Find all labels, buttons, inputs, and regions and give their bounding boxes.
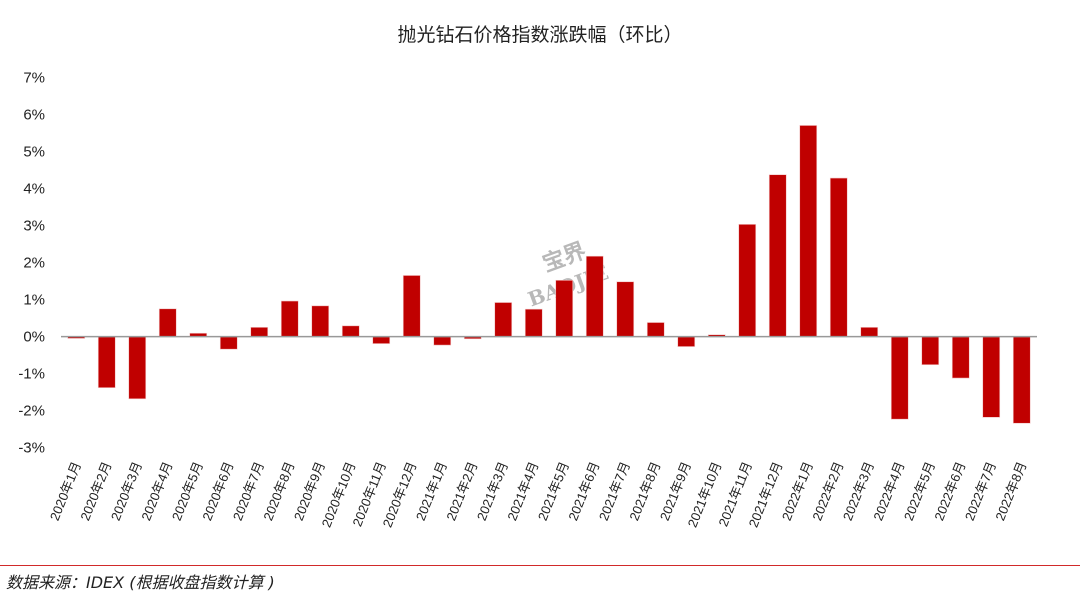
y-tick-label: -1% bbox=[18, 366, 45, 383]
y-tick-label: 7% bbox=[23, 69, 45, 86]
bar bbox=[341, 325, 360, 337]
bar bbox=[280, 300, 299, 337]
bar bbox=[585, 255, 604, 337]
chart-title: 抛光钻石价格指数涨跌幅（环比） bbox=[397, 24, 683, 46]
bar bbox=[250, 327, 269, 337]
y-tick-label: 3% bbox=[23, 217, 45, 234]
bar bbox=[768, 174, 787, 337]
source-divider bbox=[0, 565, 1080, 566]
y-tick-label: -3% bbox=[18, 440, 45, 457]
bar bbox=[890, 336, 909, 420]
bar bbox=[219, 336, 238, 350]
y-tick-label: 5% bbox=[23, 143, 45, 160]
y-tick-label: 0% bbox=[23, 329, 45, 346]
bar bbox=[677, 336, 696, 347]
bar bbox=[860, 327, 879, 337]
y-tick-label: -2% bbox=[18, 403, 45, 420]
bar bbox=[311, 305, 330, 337]
y-tick-label: 2% bbox=[23, 255, 45, 272]
bar bbox=[402, 275, 421, 337]
bar bbox=[555, 279, 574, 337]
y-tick-label: 4% bbox=[23, 180, 45, 197]
bar bbox=[433, 336, 452, 346]
bar bbox=[646, 322, 665, 337]
bar bbox=[982, 336, 1001, 418]
source-note: 数据来源：IDEX (根据收盘指数计算 ) bbox=[6, 573, 275, 592]
bar bbox=[1012, 336, 1031, 424]
y-tick-label: 1% bbox=[23, 292, 45, 309]
bar bbox=[128, 336, 147, 400]
bar bbox=[921, 336, 940, 366]
x-tick-label: 2022年8月 bbox=[992, 460, 1029, 523]
bar bbox=[829, 177, 848, 337]
bar bbox=[799, 125, 818, 337]
bar bbox=[951, 336, 970, 379]
bar bbox=[616, 281, 635, 337]
bar bbox=[158, 308, 177, 337]
bar bbox=[738, 224, 757, 337]
bar bbox=[372, 336, 391, 344]
y-tick-label: 6% bbox=[23, 106, 45, 123]
bar bbox=[524, 308, 543, 337]
bar bbox=[97, 336, 116, 388]
bar bbox=[494, 302, 513, 337]
